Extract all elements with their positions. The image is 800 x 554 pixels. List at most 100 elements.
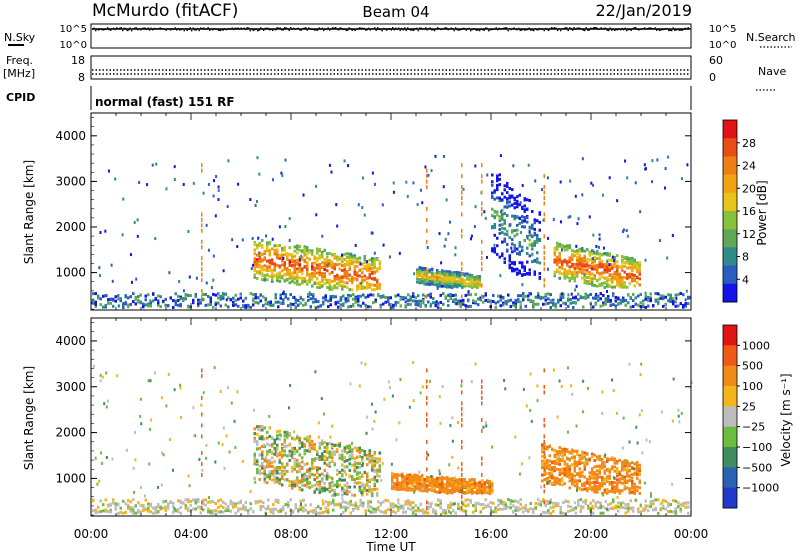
echo-cell: [301, 473, 304, 477]
scatter-cell: [136, 218, 139, 222]
ground-scatter-cell: [672, 510, 675, 514]
ground-scatter-cell: [102, 503, 105, 507]
ground-scatter-cell: [417, 294, 420, 298]
echo-cell: [363, 258, 366, 262]
echo-cell: [281, 258, 284, 262]
ground-scatter-cell: [164, 297, 167, 301]
streak-cell: [426, 179, 428, 184]
echo-cell: [623, 255, 626, 259]
echo-cell: [371, 259, 374, 263]
echo-cell: [311, 267, 314, 271]
ground-scatter-cell: [174, 303, 177, 307]
echo-cell: [296, 244, 299, 248]
echo-cell: [436, 490, 439, 494]
echo-cell: [373, 487, 376, 491]
ground-scatter-cell: [499, 500, 502, 504]
echo-cell: [608, 265, 611, 269]
echo-cell: [283, 440, 286, 444]
ground-scatter-cell: [429, 292, 432, 296]
ground-scatter-cell: [357, 297, 360, 301]
scatter-cell: [98, 266, 101, 270]
ground-scatter-cell: [359, 502, 362, 506]
ground-scatter-cell: [574, 506, 577, 510]
ground-scatter-cell: [407, 293, 410, 297]
echo-cell: [368, 460, 371, 464]
echo-cell: [258, 464, 261, 468]
echo-cell: [348, 252, 351, 256]
echo-cell: [476, 279, 479, 283]
echo-cell: [421, 474, 424, 478]
echo-cell: [583, 264, 586, 268]
echo-cell: [398, 486, 401, 490]
echo-cell: [358, 274, 361, 278]
echo-cell: [433, 482, 436, 486]
echo-cell: [616, 253, 619, 257]
ground-scatter-cell: [537, 498, 540, 502]
echo-cell: [353, 446, 356, 450]
scatter-cell: [359, 262, 362, 266]
echo-cell: [313, 266, 316, 270]
echo-cell: [336, 493, 339, 497]
scatter-cell: [644, 291, 647, 295]
echo-cell: [351, 281, 354, 285]
ground-scatter-cell: [184, 293, 187, 297]
ground-scatter-cell: [169, 296, 172, 300]
scatter-cell: [663, 186, 666, 190]
scatter-cell: [381, 203, 384, 207]
echo-cell: [588, 275, 591, 279]
ground-scatter-cell: [312, 296, 315, 300]
echo-cell: [363, 483, 366, 487]
echo-cell: [283, 245, 286, 249]
ground-scatter-cell: [312, 300, 315, 304]
ground-scatter-cell: [547, 502, 550, 506]
ground-scatter-cell: [549, 293, 552, 297]
echo-cell: [323, 445, 326, 449]
echo-cell: [611, 280, 614, 284]
ground-scatter-cell: [289, 293, 292, 297]
ground-scatter-cell: [352, 304, 355, 308]
ground-scatter-cell: [609, 502, 612, 506]
echo-cell: [493, 209, 496, 213]
echo-cell: [523, 225, 526, 229]
scatter-cell: [302, 193, 305, 197]
nsky-panel: [90, 23, 692, 49]
echo-cell: [338, 484, 341, 488]
scatter-cell: [598, 237, 601, 241]
ground-scatter-cell: [329, 295, 332, 299]
ground-scatter-cell: [97, 505, 100, 509]
echo-cell: [271, 478, 274, 482]
ground-scatter-cell: [599, 503, 602, 507]
echo-cell: [271, 464, 274, 468]
ground-scatter-cell: [112, 298, 115, 302]
ground-scatter-cell: [524, 505, 527, 509]
echo-cell: [256, 459, 259, 463]
ground-scatter-cell: [654, 498, 657, 502]
echo-cell: [636, 263, 639, 267]
ground-scatter-cell: [384, 509, 387, 513]
ground-scatter-cell: [314, 509, 317, 513]
echo-cell: [503, 237, 506, 241]
echo-cell: [568, 258, 571, 262]
ground-scatter-cell: [527, 508, 530, 512]
ground-scatter-cell: [509, 506, 512, 510]
echo-cell: [578, 257, 581, 261]
echo-cell: [533, 231, 536, 235]
ground-scatter-cell: [669, 293, 672, 297]
echo-cell: [323, 449, 326, 453]
scatter-cell: [569, 215, 572, 219]
ground-scatter-cell: [204, 503, 207, 507]
scatter-cell: [413, 272, 416, 276]
ground-scatter-cell: [104, 508, 107, 512]
echo-cell: [306, 245, 309, 249]
echo-cell: [413, 475, 416, 479]
echo-cell: [313, 457, 316, 461]
echo-cell: [296, 279, 299, 283]
echo-cell: [423, 477, 426, 481]
ground-scatter-cell: [384, 295, 387, 299]
echo-cell: [276, 446, 279, 450]
echo-cell: [413, 481, 416, 485]
echo-cell: [553, 248, 556, 252]
echo-cell: [438, 488, 441, 492]
echo-cell: [331, 253, 334, 257]
ground-scatter-cell: [397, 293, 400, 297]
